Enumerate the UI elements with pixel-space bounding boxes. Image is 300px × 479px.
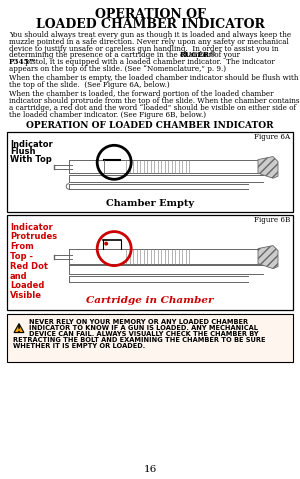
Text: a cartridge, a red dot and the word “loaded” should be visible on either side of: a cartridge, a red dot and the word “loa… xyxy=(9,104,296,112)
Text: determining the presence of a cartridge in the chamber of your: determining the presence of a cartridge … xyxy=(9,51,242,59)
Text: Red Dot: Red Dot xyxy=(10,262,48,271)
Text: Figure 6B: Figure 6B xyxy=(254,216,290,224)
Text: Top -: Top - xyxy=(10,252,33,261)
Text: and: and xyxy=(10,272,28,281)
Text: !: ! xyxy=(17,325,21,334)
Text: When the chamber is empty, the loaded chamber indicator should be flush with: When the chamber is empty, the loaded ch… xyxy=(9,74,298,82)
FancyBboxPatch shape xyxy=(7,132,293,212)
Text: When the chamber is loaded, the forward portion of the loaded chamber: When the chamber is loaded, the forward … xyxy=(9,91,274,98)
Text: muzzle pointed in a safe direction. Never rely upon any safety or mechanical: muzzle pointed in a safe direction. Neve… xyxy=(9,38,289,46)
Text: RETRACTING THE BOLT AND EXAMINING THE CHAMBER TO BE SURE: RETRACTING THE BOLT AND EXAMINING THE CH… xyxy=(13,337,266,342)
Text: 16: 16 xyxy=(143,465,157,474)
FancyBboxPatch shape xyxy=(7,314,293,362)
Text: the loaded chamber indicator. (See Figure 6B, below.): the loaded chamber indicator. (See Figur… xyxy=(9,111,206,119)
Text: Cartridge in Chamber: Cartridge in Chamber xyxy=(86,296,214,305)
Text: OPERATION OF LOADED CHAMBER INDICATOR: OPERATION OF LOADED CHAMBER INDICATOR xyxy=(26,121,274,130)
Text: Protrudes: Protrudes xyxy=(10,232,57,241)
Text: Indicator: Indicator xyxy=(10,139,53,148)
Text: WHETHER IT IS EMPTY OR LOADED.: WHETHER IT IS EMPTY OR LOADED. xyxy=(13,342,145,349)
Text: indicator should protrude from the top of the slide. When the chamber contains: indicator should protrude from the top o… xyxy=(9,97,299,105)
Text: Figure 6A: Figure 6A xyxy=(254,133,290,141)
Text: NEVER RELY ON YOUR MEMORY OR ANY LOADED CHAMBER: NEVER RELY ON YOUR MEMORY OR ANY LOADED … xyxy=(29,319,248,325)
Polygon shape xyxy=(14,323,24,332)
Text: Indicator: Indicator xyxy=(10,223,53,232)
Text: device to justify unsafe or careless gun handling.  In order to assist you in: device to justify unsafe or careless gun… xyxy=(9,45,279,53)
Text: LOADED CHAMBER INDICATOR: LOADED CHAMBER INDICATOR xyxy=(36,18,264,31)
Polygon shape xyxy=(258,157,278,178)
Text: You should always treat every gun as though it is loaded and always keep the: You should always treat every gun as tho… xyxy=(9,31,291,39)
Text: Visible: Visible xyxy=(10,291,42,300)
Text: With Top: With Top xyxy=(10,155,52,164)
Text: the top of the slide.  (See Figure 6A, below.): the top of the slide. (See Figure 6A, be… xyxy=(9,81,170,89)
Polygon shape xyxy=(258,246,278,269)
Text: DEVICE CAN FAIL. ALWAYS VISUALLY CHECK THE CHAMBER BY: DEVICE CAN FAIL. ALWAYS VISUALLY CHECK T… xyxy=(29,331,259,337)
Text: RUGER®: RUGER® xyxy=(179,51,217,59)
Text: Chamber Empty: Chamber Empty xyxy=(106,199,194,207)
FancyBboxPatch shape xyxy=(7,215,293,309)
Text: Loaded: Loaded xyxy=(10,281,44,290)
Text: appears on the top of the slide. (See “Nomenclature,” p. 9.): appears on the top of the slide. (See “N… xyxy=(9,65,226,73)
Text: pistol, it is equipped with a loaded chamber indicator.  The indicator: pistol, it is equipped with a loaded cha… xyxy=(22,58,274,66)
Text: From: From xyxy=(10,242,34,251)
Text: P345™: P345™ xyxy=(9,58,37,66)
Text: Flush: Flush xyxy=(10,147,35,156)
Text: OPERATION OF: OPERATION OF xyxy=(94,8,206,21)
Circle shape xyxy=(104,241,108,246)
Text: INDICATOR TO KNOW IF A GUN IS LOADED. ANY MECHANICAL: INDICATOR TO KNOW IF A GUN IS LOADED. AN… xyxy=(29,325,258,331)
